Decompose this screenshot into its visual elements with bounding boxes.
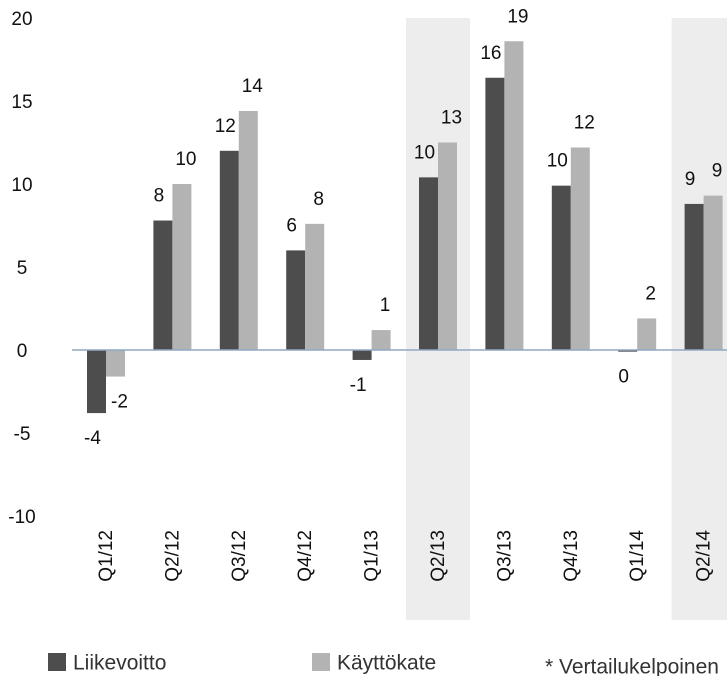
y-tick-label: 20 [11, 9, 32, 30]
legend-label: Käyttökate [337, 652, 436, 675]
data-label: 6 [286, 215, 297, 236]
bar [618, 350, 638, 352]
y-tick-label: 10 [11, 175, 32, 196]
bar [219, 150, 239, 350]
bar [504, 41, 524, 351]
x-tick-label: Q2/13 [428, 530, 449, 582]
bar [419, 177, 438, 350]
bar [106, 350, 125, 377]
x-tick-label: Q3/13 [494, 530, 515, 582]
data-label: 16 [480, 43, 501, 64]
data-label: 10 [547, 151, 568, 172]
bar [172, 184, 192, 350]
bar [485, 77, 505, 350]
data-label: 1 [380, 295, 391, 316]
bar [87, 350, 106, 414]
bar [438, 142, 457, 350]
bar [352, 350, 372, 360]
bar [305, 223, 325, 350]
data-label: 19 [507, 6, 528, 27]
data-label: -4 [84, 428, 101, 449]
bar [684, 203, 704, 350]
bar [238, 110, 258, 351]
y-tick-label: -5 [14, 424, 31, 445]
legend-label: Liikevoitto [73, 652, 166, 675]
data-label: 8 [313, 189, 324, 210]
data-label: 12 [215, 116, 236, 137]
x-tick-label: Q3/12 [229, 530, 250, 582]
data-label: 13 [441, 108, 462, 129]
data-label: 10 [175, 149, 196, 170]
data-label: 10 [414, 142, 435, 163]
x-tick-label: Q2/14 [694, 530, 715, 582]
data-label: -2 [111, 392, 128, 413]
bar [286, 250, 306, 350]
data-label: 14 [242, 76, 264, 97]
bar [551, 185, 571, 350]
legend-swatch [312, 653, 330, 671]
bar [703, 195, 723, 350]
data-label: 9 [685, 169, 696, 190]
data-label: -1 [350, 375, 367, 396]
x-tick-label: Q1/12 [96, 530, 117, 582]
x-tick-label: Q1/14 [627, 530, 648, 582]
data-label: 12 [574, 112, 595, 133]
x-tick-label: Q1/13 [362, 530, 383, 582]
data-label: 0 [618, 367, 629, 388]
bar [371, 330, 391, 350]
bar [637, 318, 657, 350]
y-tick-label: 0 [17, 341, 28, 362]
data-label: 9 [712, 161, 723, 182]
bar [570, 147, 590, 350]
x-tick-label: Q2/12 [162, 530, 183, 582]
y-tick-label: 5 [17, 258, 28, 279]
x-tick-label: Q4/13 [561, 530, 582, 582]
y-tick-label: 15 [11, 92, 32, 113]
y-tick-label: -10 [8, 507, 35, 528]
footnote: * Vertailukelpoinen [545, 656, 719, 676]
data-label: 2 [645, 283, 656, 304]
data-label: 8 [154, 186, 165, 207]
bar [153, 220, 173, 350]
legend-swatch [48, 653, 66, 671]
x-tick-label: Q4/12 [295, 530, 316, 582]
